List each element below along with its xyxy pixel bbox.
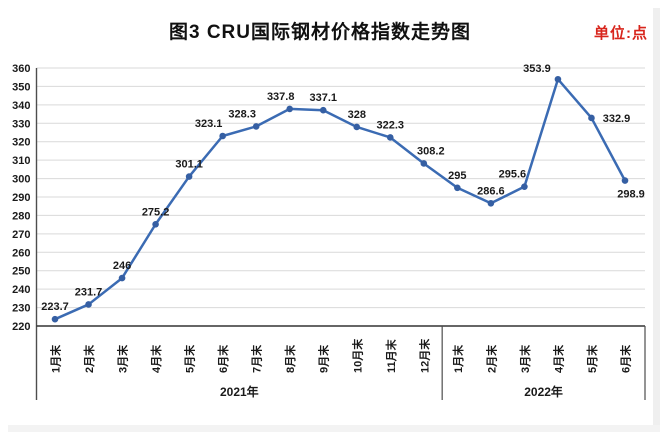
data-label: 337.8 <box>267 91 295 103</box>
y-tick-label: 350 <box>12 81 30 93</box>
month-label: 10月末 <box>350 338 364 373</box>
y-tick-label: 280 <box>12 210 30 222</box>
data-point <box>386 134 394 141</box>
data-point <box>185 173 193 180</box>
y-tick-label: 290 <box>12 192 30 204</box>
month-label: 8月末 <box>283 344 297 373</box>
data-label: 301.1 <box>175 159 203 171</box>
y-tick-label: 340 <box>12 100 30 112</box>
month-label: 4月末 <box>149 344 163 373</box>
month-label: 6月末 <box>216 344 230 373</box>
page-edge-right <box>653 8 660 432</box>
data-point <box>286 105 294 113</box>
month-label: 5月末 <box>585 344 599 373</box>
data-label: 337.1 <box>309 92 337 104</box>
data-point <box>554 75 562 83</box>
data-label: 332.9 <box>603 113 631 125</box>
data-label: 231.7 <box>75 286 103 298</box>
data-point <box>252 123 260 130</box>
data-label: 295 <box>448 170 466 182</box>
data-label: 308.2 <box>417 145 445 157</box>
data-label: 323.1 <box>195 118 223 130</box>
y-tick-label: 310 <box>12 155 30 167</box>
month-label: 3月末 <box>518 344 532 373</box>
data-label: 353.9 <box>523 63 551 75</box>
year-label: 2021年 <box>220 384 259 399</box>
month-label: 1月末 <box>451 344 465 373</box>
data-label: 328 <box>348 109 366 121</box>
y-tick-label: 250 <box>12 266 30 278</box>
data-line <box>53 77 627 321</box>
data-point <box>487 199 495 207</box>
y-tick-label: 240 <box>12 284 30 296</box>
data-label: 223.7 <box>41 301 69 313</box>
y-tick-label: 260 <box>12 247 30 259</box>
data-label: 295.6 <box>499 169 527 181</box>
data-point <box>420 160 428 167</box>
data-label: 298.9 <box>617 189 645 201</box>
y-tick-label: 300 <box>12 174 30 186</box>
data-point <box>353 123 361 131</box>
y-tick-label: 330 <box>12 118 30 130</box>
data-point <box>219 132 226 140</box>
month-label: 11月末 <box>384 338 398 373</box>
data-point <box>85 301 92 308</box>
y-tick-label: 230 <box>12 303 30 315</box>
y-tick-label: 220 <box>12 321 30 333</box>
month-label: 5月末 <box>183 344 197 373</box>
month-label: 3月末 <box>116 344 130 373</box>
data-point <box>51 315 59 323</box>
chart-title: 图3 CRU国际钢材价格指数走势图 <box>168 22 471 43</box>
data-point <box>521 183 528 190</box>
data-point <box>621 177 629 184</box>
y-tick-label: 270 <box>12 229 30 241</box>
month-label: 4月末 <box>551 344 565 373</box>
unit-label: 单位:点 <box>594 25 648 42</box>
data-point <box>118 274 126 282</box>
data-label: 322.3 <box>377 119 405 131</box>
month-label: 2月末 <box>484 344 498 373</box>
data-point <box>454 184 461 192</box>
y-tick-label: 360 <box>12 63 30 75</box>
month-label: 1月末 <box>49 344 63 373</box>
data-point <box>152 220 159 228</box>
year-label: 2022年 <box>524 384 563 399</box>
month-label: 12月末 <box>417 338 431 373</box>
data-label: 275.2 <box>142 206 170 218</box>
data-label: 328.3 <box>228 108 256 120</box>
data-point <box>319 106 327 114</box>
data-point <box>588 114 595 122</box>
month-label: 7月末 <box>250 344 264 373</box>
page-edge-bottom <box>8 425 660 432</box>
data-label: 286.6 <box>477 185 505 197</box>
y-tick-label: 320 <box>12 137 30 149</box>
month-label: 2月末 <box>82 344 96 373</box>
data-label: 246 <box>113 260 131 272</box>
month-label: 6月末 <box>619 344 633 373</box>
month-label: 9月末 <box>317 344 331 373</box>
